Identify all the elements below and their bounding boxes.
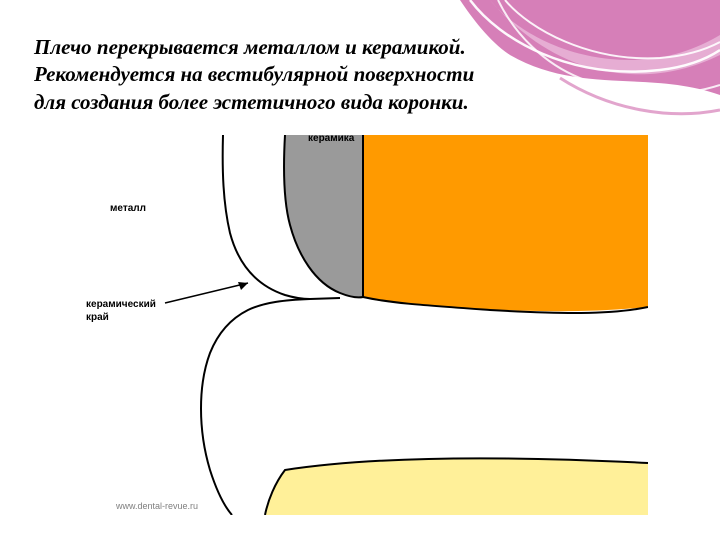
- ceramic-margin-step: [310, 298, 340, 299]
- label-ceramic-edge-2: край: [86, 312, 109, 323]
- watermark: www.dental-revue.ru: [116, 501, 198, 511]
- dentin-region: [363, 135, 648, 311]
- arrow-head: [238, 282, 248, 290]
- heading-line-1: Плечо перекрывается металлом и керамикой…: [34, 35, 466, 59]
- pulp-region: [265, 458, 648, 515]
- heading-line-3: для создания более эстетичного вида коро…: [34, 90, 469, 114]
- slide-heading: Плечо перекрывается металлом и керамикой…: [34, 34, 660, 116]
- metal-coping: [284, 135, 363, 297]
- heading-line-2: Рекомендуется на вестибулярной поверхнос…: [34, 62, 474, 86]
- crown-cross-section-diagram: керамика металл керамический край www.de…: [110, 135, 648, 515]
- label-metal: металл: [110, 203, 146, 214]
- diagram-svg: [110, 135, 648, 515]
- arrow-ceramic-edge: [165, 283, 248, 303]
- label-ceramic-edge-1: керамический: [86, 299, 156, 310]
- label-ceramic: керамика: [308, 133, 354, 144]
